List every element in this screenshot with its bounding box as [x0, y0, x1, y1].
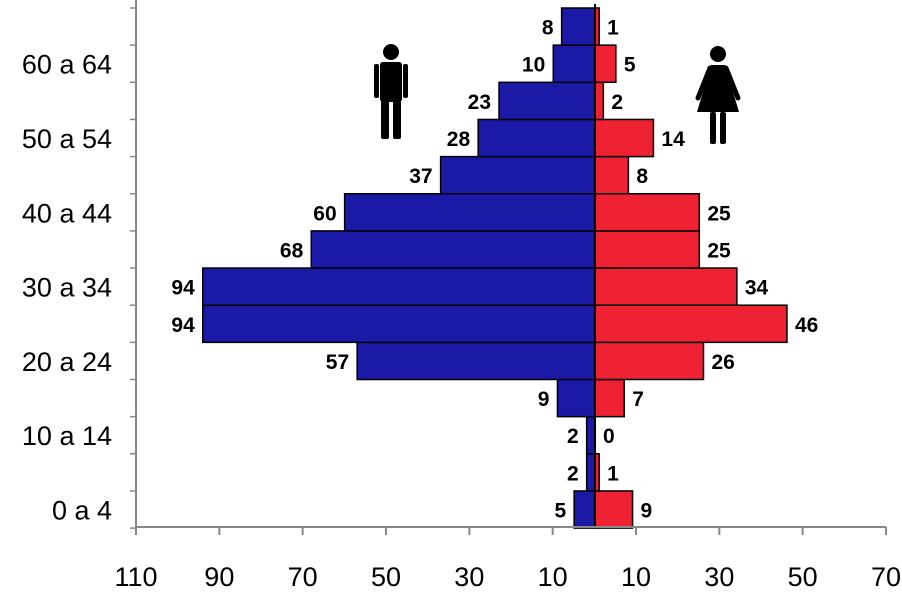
value-label-right-12: 5 [624, 54, 636, 77]
bar-left-9 [439, 155, 596, 195]
bar-right-10 [594, 118, 655, 158]
labels-layer: 5 9 0 a 4 2 1 2 0 10 a 14 9 7 57 26 20 a 24 94 46 94 34 3… [22, 17, 901, 592]
x-tick-label-8: 50 [788, 562, 818, 592]
bar-right-5 [594, 304, 788, 344]
male-icon [374, 44, 408, 139]
value-label-left-5: 94 [171, 314, 195, 337]
value-label-right-13: 1 [607, 17, 619, 40]
bar-right-0 [594, 490, 634, 529]
category-label-8: 40 a 44 [22, 198, 112, 228]
value-label-left-8: 60 [313, 202, 336, 225]
category-label-12: 60 a 64 [22, 50, 112, 80]
value-label-left-3: 9 [538, 388, 550, 411]
female-icon [695, 46, 741, 144]
x-tick-label-5: 10 [538, 562, 568, 592]
bar-left-0 [573, 490, 596, 529]
value-label-left-11: 23 [468, 91, 491, 114]
bar-left-10 [477, 118, 596, 158]
bar-right-8 [594, 193, 701, 232]
bar-right-11 [594, 81, 605, 121]
bar-left-4 [356, 341, 596, 381]
value-label-left-7: 68 [280, 239, 304, 262]
x-tick-label-0: 110 [114, 562, 157, 592]
value-label-left-4: 57 [326, 351, 349, 374]
value-label-right-9: 8 [636, 165, 648, 188]
bar-right-6 [594, 267, 738, 306]
value-label-right-2: 0 [603, 425, 615, 448]
value-label-left-2: 2 [567, 425, 579, 448]
bar-left-11 [498, 81, 596, 121]
bars-layer [202, 7, 788, 529]
value-label-left-0: 5 [554, 500, 566, 523]
x-tick-label-9: 70 [871, 562, 901, 592]
value-label-left-1: 2 [567, 462, 579, 485]
icons-layer [374, 44, 741, 144]
x-tick-label-6: 10 [621, 562, 651, 592]
value-label-right-7: 25 [707, 239, 731, 262]
value-label-right-3: 7 [632, 388, 644, 411]
category-label-6: 30 a 34 [22, 273, 112, 303]
bar-right-3 [594, 378, 625, 418]
value-label-left-13: 8 [542, 17, 554, 40]
value-label-right-10: 14 [661, 128, 685, 151]
x-tick-label-3: 50 [371, 562, 401, 592]
value-label-right-11: 2 [611, 91, 623, 114]
bar-right-12 [594, 44, 617, 84]
bar-left-7 [310, 230, 596, 269]
value-label-left-12: 10 [522, 54, 545, 77]
bar-right-7 [594, 230, 701, 269]
category-label-2: 10 a 14 [22, 421, 112, 451]
bar-left-8 [343, 193, 596, 232]
value-label-right-4: 26 [711, 351, 734, 374]
bar-left-13 [560, 7, 596, 46]
bar-left-5 [202, 304, 596, 344]
bar-right-9 [594, 155, 630, 195]
value-label-left-10: 28 [447, 128, 471, 151]
bar-right-4 [594, 341, 705, 381]
bar-left-2 [585, 415, 596, 455]
x-tick-label-4: 30 [454, 562, 484, 592]
value-label-right-6: 34 [745, 277, 769, 300]
value-label-right-5: 46 [795, 314, 818, 337]
category-label-10: 50 a 54 [22, 124, 112, 154]
x-tick-label-7: 30 [704, 562, 734, 592]
value-label-right-0: 9 [641, 500, 653, 523]
bar-left-1 [585, 453, 596, 492]
bar-left-6 [202, 267, 596, 306]
value-label-left-9: 37 [409, 165, 432, 188]
bar-left-3 [556, 378, 596, 418]
x-tick-label-2: 70 [288, 562, 318, 592]
bar-left-12 [552, 44, 596, 84]
x-tick-label-1: 90 [204, 562, 234, 592]
category-label-4: 20 a 24 [22, 347, 112, 377]
category-label-0: 0 a 4 [52, 496, 112, 526]
value-label-left-6: 94 [171, 277, 195, 300]
value-label-right-1: 1 [607, 462, 619, 485]
axes-layer [130, 0, 887, 535]
value-label-right-8: 25 [707, 202, 731, 225]
